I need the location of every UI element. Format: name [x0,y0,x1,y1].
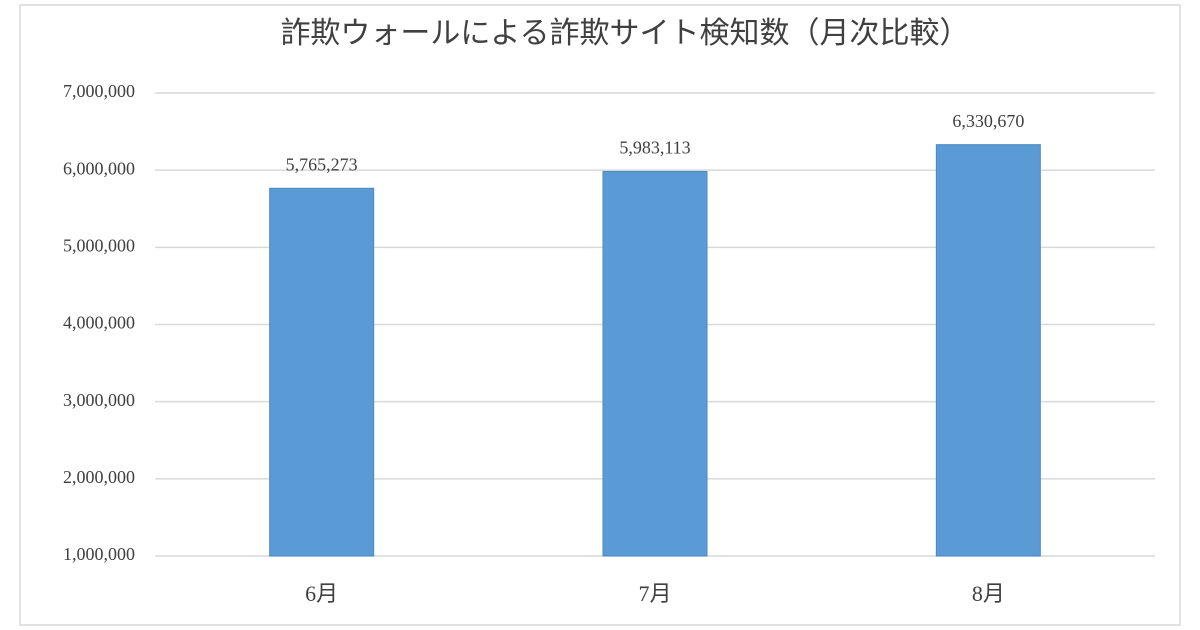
value-label: 5,983,113 [619,138,690,158]
value-label: 6,330,670 [952,111,1024,131]
x-tick-label: 7月 [638,581,671,606]
y-tick-label: 6,000,000 [63,158,135,178]
y-tick-label: 2,000,000 [63,467,135,487]
y-tick-label: 4,000,000 [63,313,135,333]
y-tick-label: 1,000,000 [63,544,135,564]
y-tick-label: 7,000,000 [63,81,135,101]
bar [269,187,375,557]
value-label: 5,765,273 [286,154,358,174]
bar [935,144,1041,557]
bar [602,170,708,557]
x-tick-label: 6月 [305,581,338,606]
y-tick-label: 5,000,000 [63,235,135,255]
x-tick-label: 8月 [972,581,1005,606]
chart-title: 詐欺ウォールによる詐欺サイト検知数（月次比較） [280,17,969,50]
y-tick-label: 3,000,000 [63,390,135,410]
